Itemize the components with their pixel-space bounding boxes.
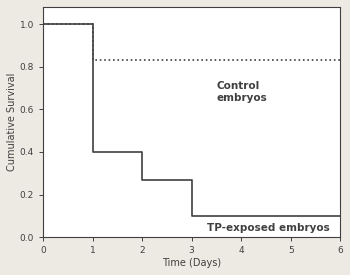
Text: TP-exposed embryos: TP-exposed embryos [206,223,329,233]
X-axis label: Time (Days): Time (Days) [162,258,221,268]
Y-axis label: Cumulative Survival: Cumulative Survival [7,73,17,171]
Text: Control
embryos: Control embryos [216,81,267,103]
